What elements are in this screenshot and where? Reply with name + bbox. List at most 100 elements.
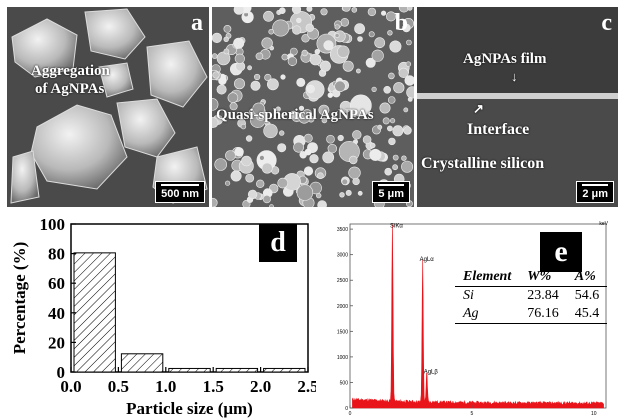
particle — [289, 110, 298, 119]
particle — [322, 151, 335, 164]
particle — [303, 166, 314, 176]
table-cell-element: Si — [463, 288, 474, 303]
film-label: AgNPAs film — [463, 51, 547, 67]
sem-image-c — [417, 7, 618, 207]
particle — [269, 204, 274, 207]
particle — [255, 52, 264, 61]
sem-image-a — [7, 7, 209, 207]
panel-letter-d: d — [259, 224, 297, 262]
particle — [281, 53, 289, 61]
particle — [305, 23, 315, 32]
y-tick-label: 3000 — [337, 253, 348, 259]
table-cell-element: Ag — [455, 305, 520, 324]
particle — [233, 78, 245, 90]
peak-label: SiKα — [390, 224, 403, 230]
particle — [389, 40, 402, 53]
particle — [216, 51, 231, 66]
film-arrow-icon: ↓ — [511, 69, 518, 84]
particle — [317, 200, 327, 207]
scale-text-c: 2 μm — [582, 188, 608, 200]
particle — [357, 36, 363, 42]
particle — [262, 195, 272, 204]
particle — [388, 72, 395, 80]
particle — [309, 154, 319, 164]
particle — [309, 53, 322, 66]
particle — [321, 117, 328, 124]
particle — [247, 65, 252, 71]
x-tick-label: 10 — [591, 411, 597, 417]
scale-bar-line-a — [161, 184, 199, 186]
particle — [403, 126, 412, 135]
particle — [368, 31, 375, 38]
y-tick-label: 80 — [48, 245, 65, 264]
particle — [264, 73, 272, 82]
particle — [326, 134, 335, 144]
particle — [216, 84, 227, 95]
scale-bar-line-b — [378, 184, 404, 186]
particle — [214, 158, 227, 171]
particle — [306, 7, 313, 12]
particle — [255, 179, 265, 189]
particle — [277, 177, 288, 189]
quasi-spherical-label: Quasi-spherical AgNPAs — [216, 107, 374, 123]
sem-panel-b: Quasi-spherical AgNPAs b 5 μm — [212, 7, 414, 207]
particle — [352, 177, 360, 186]
x-tick-label: 0 — [349, 411, 352, 417]
particle — [374, 37, 386, 49]
particle — [362, 135, 372, 144]
particle — [398, 67, 409, 79]
particle — [349, 155, 358, 165]
panel-letter-b: b — [394, 10, 408, 36]
particle — [287, 56, 298, 66]
particle — [292, 25, 302, 35]
particle — [302, 109, 313, 120]
particle — [401, 160, 414, 173]
x-tick-label: 2.0 — [250, 377, 271, 396]
table-header-a: A% — [566, 268, 608, 287]
x-axis-unit: keV — [599, 221, 608, 227]
sem-panel-a: Aggregation of AgNPAs a 500 nm — [7, 7, 209, 207]
particle — [352, 130, 362, 140]
table-header-element: Element — [455, 268, 520, 287]
particle — [250, 80, 261, 91]
particle — [291, 7, 302, 14]
y-tick-label: 40 — [48, 304, 65, 323]
particle — [367, 7, 377, 17]
particle — [212, 117, 219, 128]
particle — [267, 78, 279, 91]
scale-text-a: 500 nm — [161, 188, 199, 200]
particle — [252, 102, 266, 116]
interface-arrow-icon: ↗ — [473, 101, 484, 116]
particle — [234, 53, 245, 64]
particle — [365, 57, 376, 68]
particle — [212, 71, 220, 79]
particle — [340, 18, 350, 27]
table-cell-a: 45.4 — [566, 305, 608, 324]
particle — [334, 24, 340, 30]
particle — [223, 36, 229, 42]
histogram-bar — [120, 353, 164, 373]
particle — [407, 97, 413, 102]
particle — [212, 98, 219, 111]
histogram-chart: 0 20 40 60 80 100 0.0 0.5 1.0 1.5 2.0 2.5 Particle s… — [10, 215, 316, 418]
particle — [406, 39, 412, 46]
histogram-bar — [215, 367, 259, 373]
scale-text-b: 5 μm — [378, 188, 404, 200]
particle — [268, 28, 275, 35]
particle — [306, 84, 315, 94]
aggregation-label: Aggregation of AgNPAs — [31, 62, 110, 98]
x-tick-label: 1.5 — [203, 377, 224, 396]
particle — [293, 141, 304, 153]
particle — [405, 61, 412, 67]
particle — [277, 143, 287, 153]
particle — [334, 80, 346, 93]
y-tick-label: 3500 — [337, 227, 348, 233]
particle — [275, 106, 281, 112]
panel-letter-a: a — [191, 10, 203, 36]
particle — [379, 102, 391, 114]
particle — [319, 60, 331, 72]
x-tick-label: 0.0 — [60, 377, 81, 396]
scale-bar-c: 2 μm — [576, 181, 614, 203]
table-cell-w: 23.84 — [527, 288, 559, 303]
particle — [318, 104, 330, 116]
